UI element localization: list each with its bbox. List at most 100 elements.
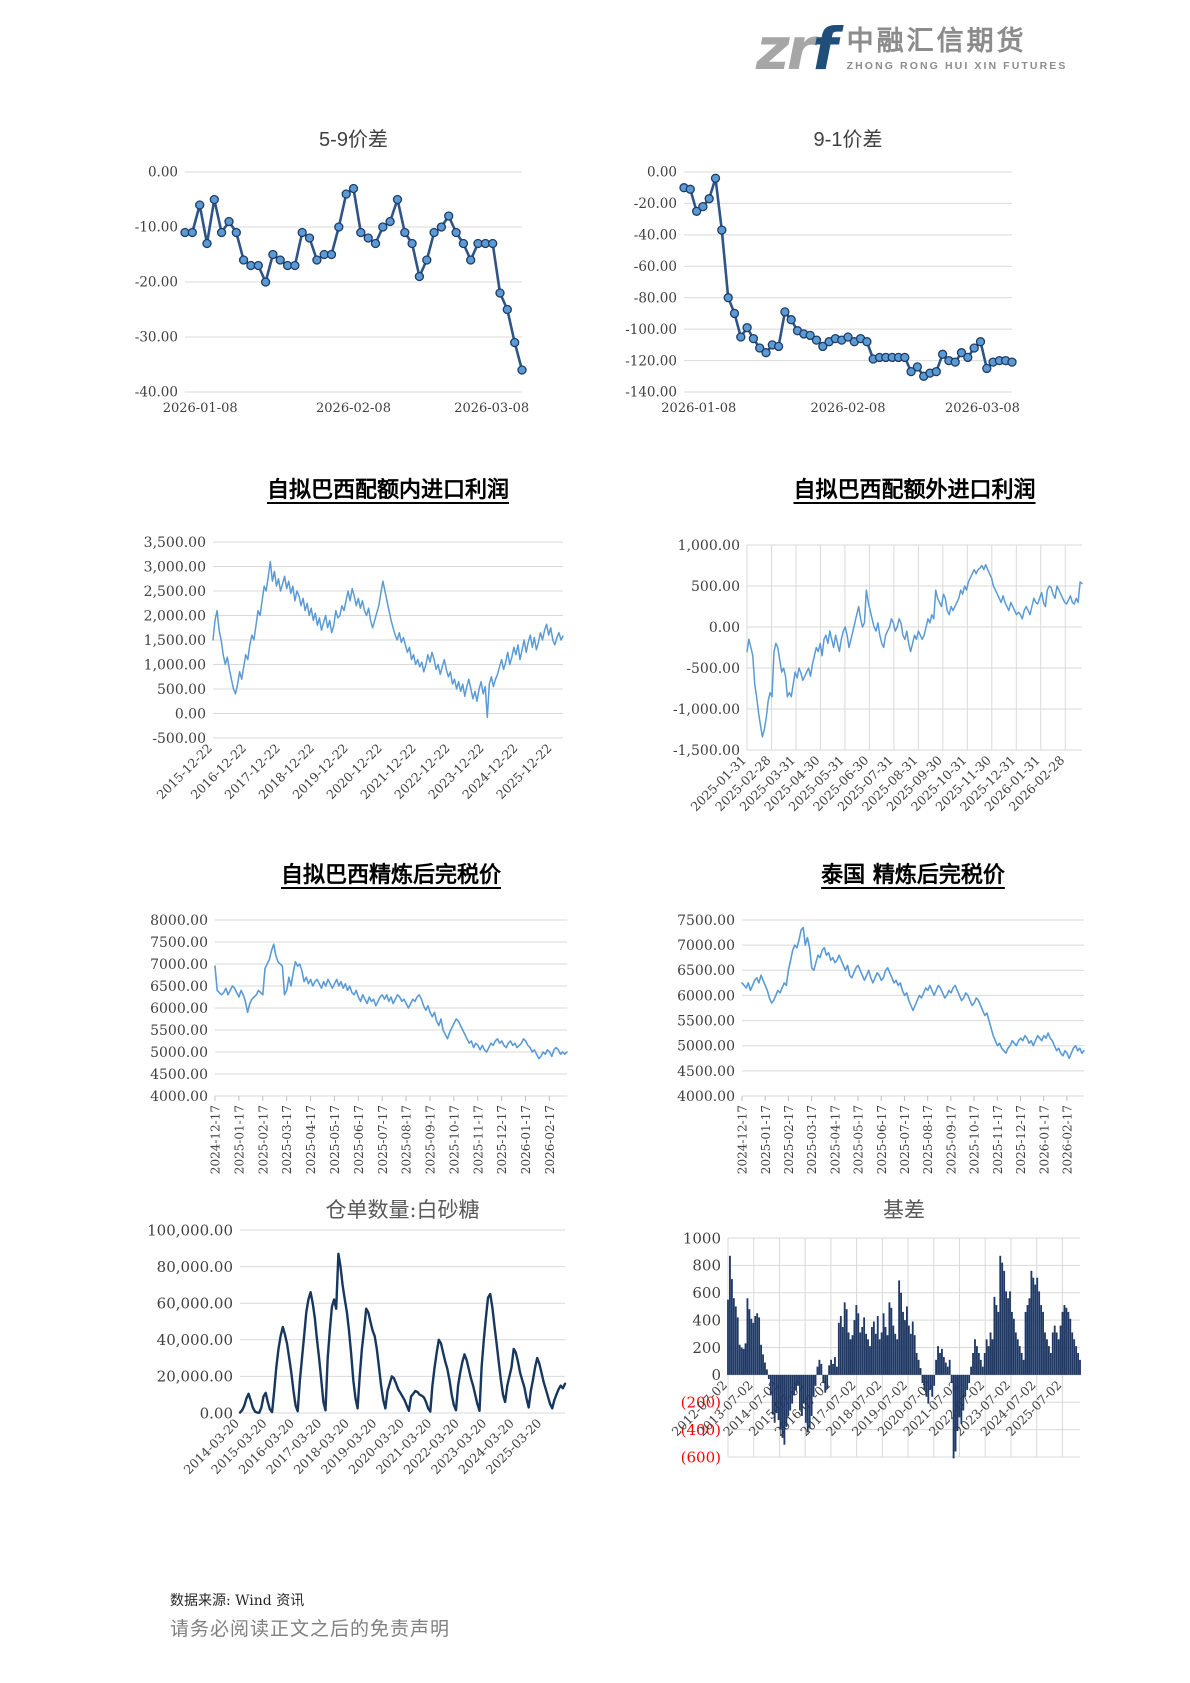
- svg-text:2025-06-17: 2025-06-17: [352, 1105, 366, 1174]
- svg-text:-20.00: -20.00: [135, 275, 178, 291]
- chart-brazil-outquota-import-profit-plot: 1,000.00 500.00 0.00 -500.00 -1,000.00 -1,500…: [673, 538, 1083, 814]
- svg-text:1000: 1000: [683, 1229, 721, 1247]
- svg-text:5500.00: 5500.00: [150, 1023, 208, 1039]
- svg-text:2025-09-17: 2025-09-17: [944, 1105, 958, 1174]
- logo-f-letter: f: [812, 15, 837, 83]
- chart-title: 自拟巴西配额内进口利润: [266, 477, 509, 503]
- svg-text:2025-07-17: 2025-07-17: [898, 1105, 912, 1174]
- svg-text:1,500.00: 1,500.00: [144, 633, 206, 649]
- svg-text:5500.00: 5500.00: [677, 1013, 735, 1029]
- chart-title: 仓单数量:白砂糖: [325, 1198, 480, 1222]
- svg-text:-1,500.00: -1,500.00: [673, 743, 740, 759]
- svg-text:7500.00: 7500.00: [150, 935, 208, 951]
- chart-title: 基差: [883, 1198, 925, 1222]
- svg-text:500.00: 500.00: [691, 579, 740, 595]
- chart-warehouse-receipts-white-sugar: 仓单数量:白砂糖 100,000.00 80,000.00 60,000.00 40,…: [128, 1186, 598, 1566]
- svg-text:-500.00: -500.00: [686, 661, 740, 677]
- logo-zr-letters: zr: [756, 15, 815, 83]
- svg-text:2025-05-17: 2025-05-17: [852, 1105, 866, 1174]
- svg-text:(400): (400): [681, 1421, 721, 1439]
- chart-thailand-refined-dutypaid-price-plot: 7500.00 7000.00 6500.00 6000.00 5500.00 5000.…: [677, 913, 1085, 1174]
- svg-text:0.00: 0.00: [200, 1404, 233, 1422]
- chart-basis-plot: 10008006004002000(200)(400)(600)2012-07-…: [669, 1229, 1081, 1466]
- svg-text:2026-03-08: 2026-03-08: [945, 401, 1020, 416]
- svg-text:40,000.00: 40,000.00: [157, 1331, 233, 1349]
- svg-text:4000.00: 4000.00: [150, 1089, 208, 1105]
- svg-text:2025-02-17: 2025-02-17: [782, 1105, 796, 1174]
- chart-title: 自拟巴西配额外进口利润: [793, 477, 1036, 503]
- svg-text:1,000.00: 1,000.00: [678, 538, 740, 554]
- svg-text:2025-10-17: 2025-10-17: [447, 1105, 461, 1174]
- svg-text:7000.00: 7000.00: [677, 938, 735, 954]
- data-source-note: 数据来源: Wind 资讯: [170, 1593, 305, 1609]
- svg-text:400: 400: [692, 1311, 721, 1329]
- chart-brazil-refined-dutypaid-price-plot: 8000.00 7500.00 7000.00 6500.00 6000.00 5500.…: [150, 913, 568, 1174]
- svg-text:3,500.00: 3,500.00: [144, 535, 206, 551]
- svg-text:7000.00: 7000.00: [150, 957, 208, 973]
- svg-text:-120.00: -120.00: [625, 353, 677, 369]
- chart-9-1-spread-plot: 0.00 -20.00 -40.00 -60.00 -80.00 -100.00 -120.…: [625, 165, 1020, 416]
- svg-text:2,000.00: 2,000.00: [144, 608, 206, 624]
- svg-text:2025-04-17: 2025-04-17: [304, 1105, 318, 1174]
- svg-text:2026-02-08: 2026-02-08: [316, 401, 391, 416]
- svg-text:6000.00: 6000.00: [150, 1001, 208, 1017]
- svg-text:200: 200: [692, 1339, 721, 1357]
- chart-brazil-inquota-import-profit: 自拟巴西配额内进口利润 3,500.00 3,000.00 2,500.00 2,00…: [128, 462, 598, 822]
- svg-text:1,000.00: 1,000.00: [144, 657, 206, 673]
- svg-text:2025-10-17: 2025-10-17: [968, 1105, 982, 1174]
- svg-text:2026-02-17: 2026-02-17: [543, 1105, 557, 1174]
- svg-text:-500.00: -500.00: [152, 731, 206, 747]
- svg-text:2025-03-17: 2025-03-17: [280, 1105, 294, 1174]
- svg-text:60,000.00: 60,000.00: [157, 1294, 233, 1312]
- svg-text:5000.00: 5000.00: [677, 1039, 735, 1055]
- svg-text:-100.00: -100.00: [625, 322, 677, 338]
- chart-basis: 基差 1000 800 600 400 200 0 (200) (400) (600) 2012-…: [618, 1186, 1088, 1566]
- svg-text:2025-02-17: 2025-02-17: [256, 1105, 270, 1174]
- chart-title: 9-1价差: [813, 129, 883, 151]
- chart-brazil-refined-dutypaid-price: 自拟巴西精炼后完税价 8000.00 7500.00 7000.00 6500.00 6…: [128, 842, 598, 1192]
- svg-text:0.00: 0.00: [175, 706, 206, 722]
- svg-text:500.00: 500.00: [157, 682, 206, 698]
- svg-text:2024-12-17: 2024-12-17: [209, 1105, 223, 1174]
- svg-text:2024-12-17: 2024-12-17: [736, 1105, 750, 1174]
- svg-text:(200): (200): [681, 1394, 721, 1412]
- chart-title: 自拟巴西精炼后完税价: [280, 862, 501, 888]
- chart-title: 5-9价差: [319, 129, 388, 151]
- svg-text:2026-01-17: 2026-01-17: [519, 1105, 533, 1174]
- svg-text:-40.00: -40.00: [634, 228, 677, 244]
- svg-text:4500.00: 4500.00: [677, 1064, 735, 1080]
- svg-text:2026-01-08: 2026-01-08: [163, 401, 238, 416]
- chart-5-9-spread: 5-9价差 0.00 -10.00 -20.00 -30.00 -40.00 2026-0…: [128, 115, 598, 425]
- svg-text:2026-01-17: 2026-01-17: [1037, 1105, 1051, 1174]
- svg-text:2026-03-08: 2026-03-08: [454, 401, 529, 416]
- svg-text:5000.00: 5000.00: [150, 1045, 208, 1061]
- svg-text:800: 800: [692, 1257, 721, 1275]
- svg-text:2026-02-08: 2026-02-08: [811, 401, 886, 416]
- svg-text:20,000.00: 20,000.00: [157, 1368, 233, 1386]
- svg-text:2025-12-17: 2025-12-17: [495, 1105, 509, 1174]
- chart-brazil-inquota-import-profit-plot: 3,500.00 3,000.00 2,500.00 2,000.00 1,500.00…: [144, 535, 564, 802]
- svg-text:2025-12-17: 2025-12-17: [1014, 1105, 1028, 1174]
- svg-text:2,500.00: 2,500.00: [144, 584, 206, 600]
- svg-text:0.00: 0.00: [647, 165, 677, 181]
- svg-text:2026-01-08: 2026-01-08: [661, 401, 736, 416]
- svg-text:2025-08-17: 2025-08-17: [400, 1105, 414, 1174]
- svg-text:2025-04-17: 2025-04-17: [828, 1105, 842, 1174]
- chart-9-1-spread: 9-1价差 0.00 -20.00 -40.00 -60.00 -80.00 -100.0…: [618, 115, 1088, 425]
- chart-thailand-refined-dutypaid-price: 泰国 精炼后完税价 7500.00 7000.00 6500.00 6000.00 55…: [618, 842, 1088, 1192]
- svg-text:2025-11-17: 2025-11-17: [991, 1105, 1005, 1174]
- svg-text:2025-11-17: 2025-11-17: [471, 1105, 485, 1174]
- svg-text:(600): (600): [681, 1448, 721, 1466]
- svg-text:4500.00: 4500.00: [150, 1067, 208, 1083]
- disclaimer-note: 请务必阅读正文之后的免责声明: [170, 1618, 451, 1640]
- svg-text:-140.00: -140.00: [625, 385, 677, 401]
- svg-text:-40.00: -40.00: [135, 385, 178, 401]
- svg-text:0: 0: [711, 1366, 721, 1384]
- svg-text:2025-09-17: 2025-09-17: [424, 1105, 438, 1174]
- svg-text:600: 600: [692, 1284, 721, 1302]
- svg-text:6500.00: 6500.00: [677, 963, 735, 979]
- svg-text:8000.00: 8000.00: [150, 913, 208, 929]
- svg-text:3,000.00: 3,000.00: [144, 559, 206, 575]
